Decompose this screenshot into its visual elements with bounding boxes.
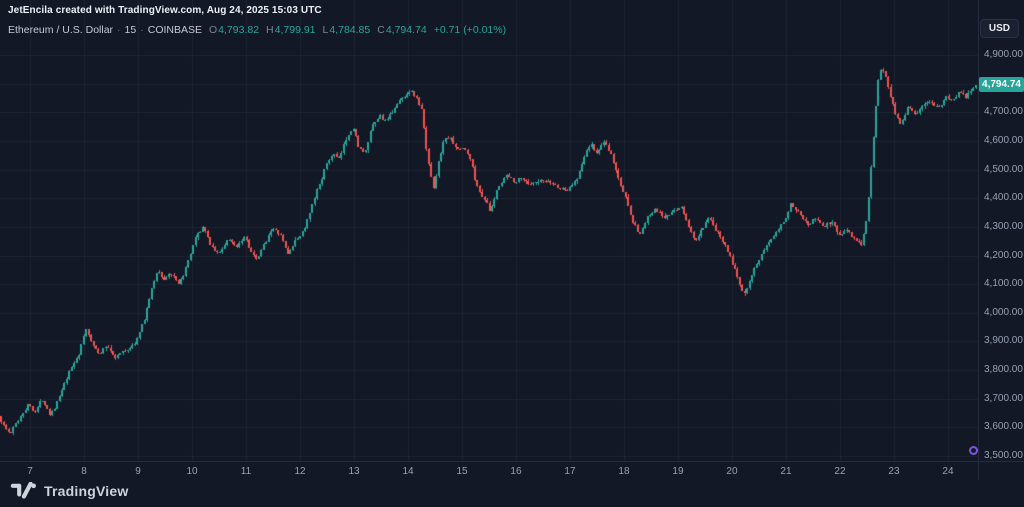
- price-tick-label: 3,500.00: [984, 449, 1023, 461]
- price-tick-label: 3,800.00: [984, 364, 1023, 376]
- price-tick-label: 3,900.00: [984, 335, 1023, 347]
- time-tick-label: 15: [456, 466, 468, 477]
- legend-separator: ·: [117, 24, 121, 36]
- purple-ring-marker: [969, 446, 978, 455]
- interval-label[interactable]: 15: [124, 24, 137, 36]
- time-tick-label: 16: [510, 466, 522, 477]
- legend-separator: ·: [140, 24, 144, 36]
- time-tick-label: 12: [294, 466, 306, 477]
- open-value: 4,793.82: [218, 24, 260, 36]
- tradingview-logo[interactable]: TradingView: [10, 482, 128, 499]
- time-tick-label: 24: [942, 466, 954, 477]
- time-tick-label: 7: [27, 466, 33, 477]
- price-tick-label: 4,600.00: [984, 135, 1023, 147]
- time-tick-label: 19: [672, 466, 684, 477]
- time-tick-label: 14: [402, 466, 414, 477]
- time-tick-label: 8: [81, 466, 87, 477]
- last-price-badge: 4,794.74: [979, 77, 1024, 93]
- attribution-text: JetEncila created with TradingView.com, …: [8, 5, 322, 16]
- price-tick-label: 4,500.00: [984, 163, 1023, 175]
- tradingview-logo-icon: [10, 482, 37, 499]
- price-tick-label: 4,200.00: [984, 249, 1023, 261]
- price-tick-label: 4,900.00: [984, 49, 1023, 61]
- high-letter: H: [266, 24, 274, 36]
- currency-button[interactable]: USD: [979, 19, 1019, 38]
- time-tick-label: 23: [888, 466, 900, 477]
- price-axis[interactable]: 4,794.74 4,900.004,800.004,700.004,600.0…: [979, 0, 1024, 461]
- symbol-name[interactable]: Ethereum / U.S. Dollar: [8, 24, 114, 36]
- time-tick-label: 13: [348, 466, 360, 477]
- time-tick-label: 21: [780, 466, 792, 477]
- open-letter: O: [209, 24, 218, 36]
- high-value: 4,799.91: [274, 24, 316, 36]
- low-value: 4,784.85: [329, 24, 371, 36]
- price-tick-label: 4,300.00: [984, 220, 1023, 232]
- tradingview-logo-text: TradingView: [44, 482, 129, 499]
- candlestick-canvas[interactable]: [0, 0, 978, 461]
- time-tick-label: 10: [186, 466, 198, 477]
- close-value: 4,794.74: [385, 24, 427, 36]
- price-tick-label: 4,000.00: [984, 306, 1023, 318]
- price-tick-label: 3,600.00: [984, 421, 1023, 433]
- change-value: +0.71 (+0.01%): [433, 24, 507, 36]
- close-letter: C: [377, 24, 385, 36]
- price-axis-separator: [978, 0, 979, 480]
- price-tick-label: 4,700.00: [984, 106, 1023, 118]
- time-axis[interactable]: 7 8 9 10 11 12 13 14 15 16 17 18 19 20 21 22 23 24: [0, 462, 978, 482]
- price-tick-label: 4,100.00: [984, 278, 1023, 290]
- price-tick-label: 3,700.00: [984, 392, 1023, 404]
- time-tick-label: 9: [135, 466, 141, 477]
- time-tick-label: 20: [726, 466, 738, 477]
- low-letter: L: [322, 24, 329, 36]
- time-axis-separator: [0, 461, 1024, 462]
- symbol-legend: Ethereum / U.S. Dollar · 15 · COINBASE O4,793…: [8, 24, 506, 36]
- time-tick-label: 17: [564, 466, 576, 477]
- time-tick-label: 11: [240, 466, 252, 477]
- time-tick-label: 22: [834, 466, 846, 477]
- time-tick-label: 18: [618, 466, 630, 477]
- price-tick-label: 4,400.00: [984, 192, 1023, 204]
- exchange-label: COINBASE: [147, 24, 202, 36]
